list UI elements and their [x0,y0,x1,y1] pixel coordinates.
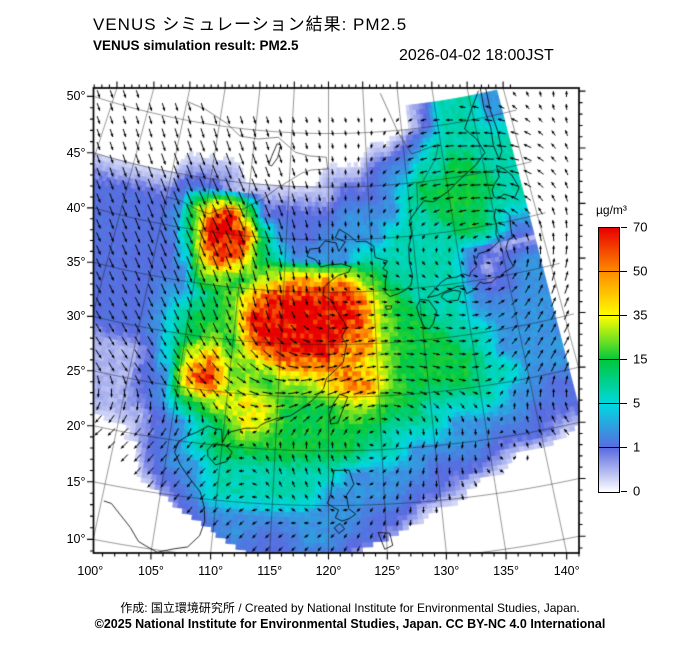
colorbar-unit-label: µg/m³ [596,203,627,217]
colorbar [598,227,620,493]
credit-line: 作成: 国立環境研究所 / Created by National Instit… [120,601,580,615]
colorbar-tick-label: 35 [633,307,648,323]
lat-tick-label: 15° [66,474,86,489]
colorbar-level-line [598,271,621,272]
lon-tick-label: 125° [374,564,401,578]
page-title-jp: VENUS シミュレーション結果: PM2.5 [93,15,408,34]
colorbar-level-line [598,403,621,404]
colorbar-tick-label: 50 [633,263,648,279]
colorbar-level-line [598,447,621,448]
page-title-en: VENUS simulation result: PM2.5 [93,38,299,53]
colorbar-tick [621,315,627,316]
lon-tick-label: 130° [433,564,460,578]
lon-tick-label: 110° [198,564,224,578]
colorbar-tick-label: 0 [633,483,641,499]
datetime-label: 2026-04-02 18:00JST [399,47,554,64]
lon-tick-label: 105° [137,564,164,578]
lon-tick-label: 115° [257,564,283,578]
colorbar-tick [621,491,627,492]
colorbar-level-line [598,359,621,360]
colorbar-level-line [598,315,621,316]
lon-tick-label: 140° [553,564,580,578]
lat-tick-label: 20° [66,418,86,433]
lat-tick-label: 50° [66,89,86,104]
colorbar-tick-label: 5 [633,395,641,411]
lat-tick-label: 45° [66,145,86,160]
colorbar-tick [621,271,627,272]
lat-tick-label: 35° [66,255,86,270]
colorbar-tick [621,359,627,360]
lat-tick-label: 30° [66,309,86,324]
license-line: ©2025 National Institute for Environment… [94,617,606,631]
colorbar-tick-label: 70 [633,219,648,235]
lon-tick-label: 100° [77,564,104,578]
colorbar-tick [621,227,627,228]
colorbar-tick-label: 15 [633,351,648,367]
lon-tick-label: 135° [493,564,519,578]
lat-tick-label: 10° [66,532,86,547]
colorbar-tick [621,403,627,404]
colorbar-tick [621,447,627,448]
lat-tick-label: 40° [66,200,86,215]
lat-tick-label: 25° [66,363,86,378]
lon-tick-label: 120° [315,564,342,578]
colorbar-tick-label: 1 [633,439,641,455]
